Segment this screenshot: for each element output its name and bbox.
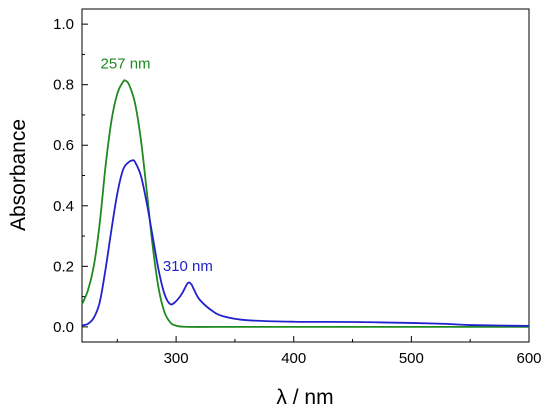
series-layer xyxy=(81,79,530,328)
y-tick-label-4: 0.8 xyxy=(53,77,74,94)
annotation-layer: 257 nm 310 nm xyxy=(101,56,213,275)
peak-label-2: 310 nm xyxy=(163,258,213,275)
peak-label-1: 257 nm xyxy=(101,56,151,73)
y-axis-label: Absorbance xyxy=(7,119,30,231)
y-tick-label-3: 0.6 xyxy=(53,137,74,154)
x-tick-label-300: 300 xyxy=(164,350,189,367)
axis-ticks xyxy=(82,23,530,342)
y-tick-label-5: 1.0 xyxy=(53,16,74,33)
x-tick-label-400: 400 xyxy=(281,350,306,367)
y-tick-label-0: 0.0 xyxy=(53,319,74,336)
axis-tick-labels: 300 400 500 600 0.0 0.2 0.4 0.6 0.8 1.0 xyxy=(53,16,541,367)
x-tick-label-500: 500 xyxy=(399,350,424,367)
y-tick-label-2: 0.4 xyxy=(53,198,74,215)
series-line-1 xyxy=(81,79,529,328)
y-tick-label-1: 0.2 xyxy=(53,258,74,275)
x-tick-label-600: 600 xyxy=(516,350,541,367)
x-axis-label: λ / nm xyxy=(276,386,333,409)
series-line-2 xyxy=(81,159,530,327)
